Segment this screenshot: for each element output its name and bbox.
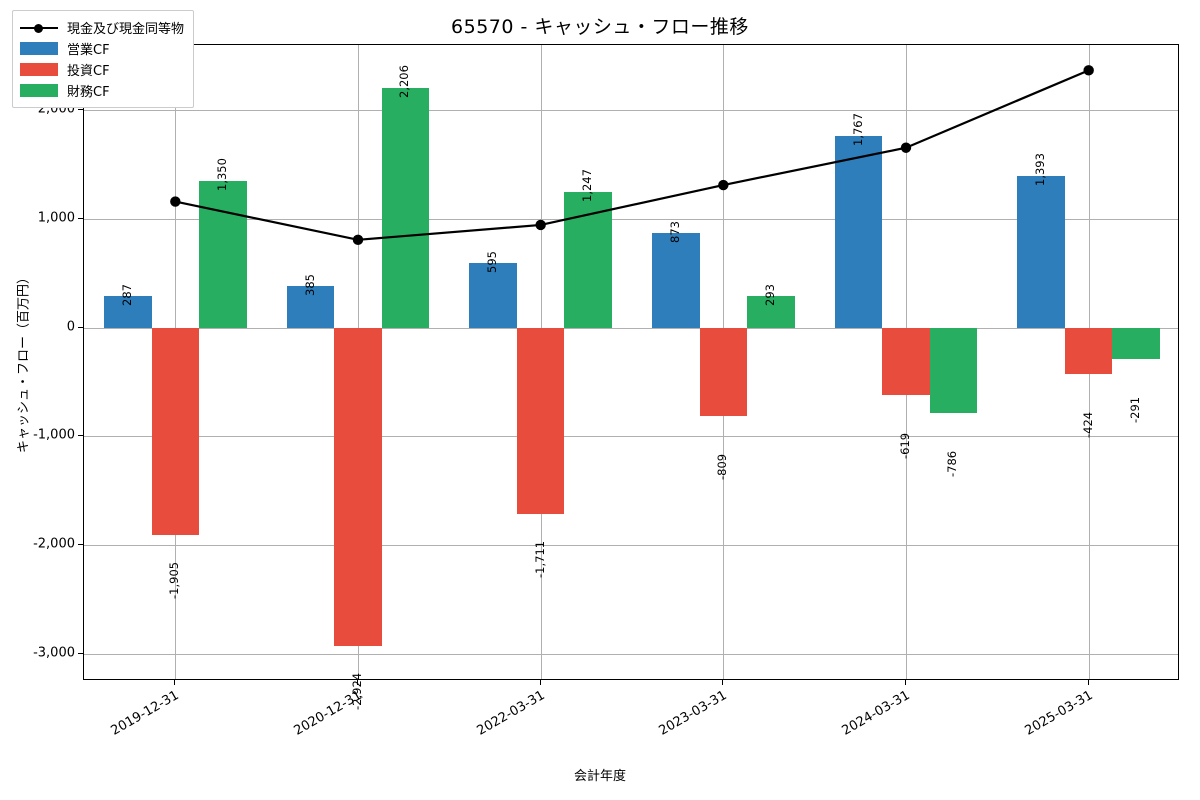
plot-inner: 287 385 595 873 1,767 1,393 -1,905 -2,924 -1,711… <box>84 45 1178 710</box>
x-tick-mark <box>905 680 906 685</box>
y-tick-label: -2,000 <box>33 536 75 552</box>
line-marker-icon <box>20 21 58 34</box>
x-tick-mark <box>1087 680 1089 685</box>
bar-value-label: 287 <box>119 284 134 307</box>
bar-value-label: 1,247 <box>580 169 595 203</box>
bar[interactable] <box>334 327 382 646</box>
zero-baseline <box>84 327 1178 329</box>
plot-area: 287 385 595 873 1,767 1,393 -1,905 -2,924 -1,711… <box>83 44 1179 710</box>
bar[interactable] <box>469 262 517 328</box>
color-swatch-icon <box>20 63 58 76</box>
color-swatch-icon <box>20 42 58 55</box>
legend-label-operating-cf: 営業CF <box>67 43 110 58</box>
y-tick-label: 1,000 <box>37 210 75 226</box>
bar[interactable] <box>699 327 748 416</box>
y-gridline <box>84 545 1178 547</box>
bar[interactable] <box>1112 327 1160 360</box>
y-tick-mark <box>78 435 83 437</box>
bar-value-label: -1,905 <box>167 561 182 599</box>
bar-value-label: 873 <box>667 220 682 243</box>
bar-value-label: -619 <box>898 432 912 459</box>
y-gridline <box>84 218 1178 220</box>
bar[interactable] <box>747 295 795 328</box>
bar-value-label: -291 <box>1128 397 1143 424</box>
bar[interactable] <box>564 192 612 328</box>
bar[interactable] <box>199 180 247 328</box>
bar[interactable] <box>151 327 200 535</box>
x-tick-mark <box>722 680 724 685</box>
color-swatch-icon <box>20 84 58 97</box>
bar[interactable] <box>929 327 978 414</box>
x-tick-mark <box>357 680 358 685</box>
y-tick-mark <box>78 652 83 654</box>
bar-value-label: 293 <box>762 283 777 306</box>
bar-value-label: -786 <box>945 451 960 478</box>
legend-label-cash: 現金及び現金同等物 <box>67 22 185 37</box>
bar[interactable] <box>652 232 700 328</box>
chart-title: 65570 - キャッシュ・フロー推移 <box>451 16 749 38</box>
bar-value-label: 1,767 <box>850 112 865 146</box>
bar-value-label: -424 <box>1080 411 1095 438</box>
bar[interactable] <box>286 285 335 328</box>
bar-value-label: 1,350 <box>214 157 229 191</box>
legend-item-investing-cf[interactable]: 投資CF <box>20 59 184 80</box>
bar[interactable] <box>1064 327 1113 374</box>
x-tick-mark <box>174 680 176 685</box>
y-axis-label: キャッシュ・フロー（百万円） <box>16 270 32 454</box>
bar[interactable] <box>1017 176 1065 328</box>
y-tick-label: -3,000 <box>33 645 75 661</box>
y-gridline <box>84 653 1178 655</box>
bar[interactable] <box>882 327 930 395</box>
chart-legend: 現金及び現金同等物 営業CF 投資CF 財務CF <box>12 10 195 108</box>
y-tick-mark <box>78 544 83 546</box>
legend-label-financing-cf: 財務CF <box>67 85 110 100</box>
y-tick-label: 0 <box>66 319 75 335</box>
y-tick-mark <box>78 217 83 219</box>
legend-item-operating-cf[interactable]: 営業CF <box>20 38 184 59</box>
legend-item-cash[interactable]: 現金及び現金同等物 <box>20 17 184 38</box>
legend-item-financing-cf[interactable]: 財務CF <box>20 80 184 101</box>
bar[interactable] <box>834 135 883 328</box>
y-tick-mark <box>78 109 83 111</box>
y-tick-label: -1,000 <box>33 427 75 443</box>
y-gridline <box>84 436 1178 438</box>
bar-value-label: 1,393 <box>1033 153 1048 187</box>
bar-value-label: 385 <box>302 273 317 296</box>
bar[interactable] <box>516 327 565 514</box>
y-gridline <box>84 110 1178 112</box>
bar-value-label: 2,206 <box>397 64 412 98</box>
bar[interactable] <box>381 87 430 328</box>
bar-value-label: -809 <box>715 453 730 480</box>
bar[interactable] <box>104 296 152 328</box>
y-tick-mark <box>78 326 83 328</box>
legend-label-investing-cf: 投資CF <box>67 64 110 79</box>
x-tick-mark <box>539 680 541 685</box>
bar-value-label: 595 <box>485 251 500 273</box>
x-axis-label: 会計年度 <box>573 769 626 784</box>
bar-value-label: -1,711 <box>532 540 547 578</box>
